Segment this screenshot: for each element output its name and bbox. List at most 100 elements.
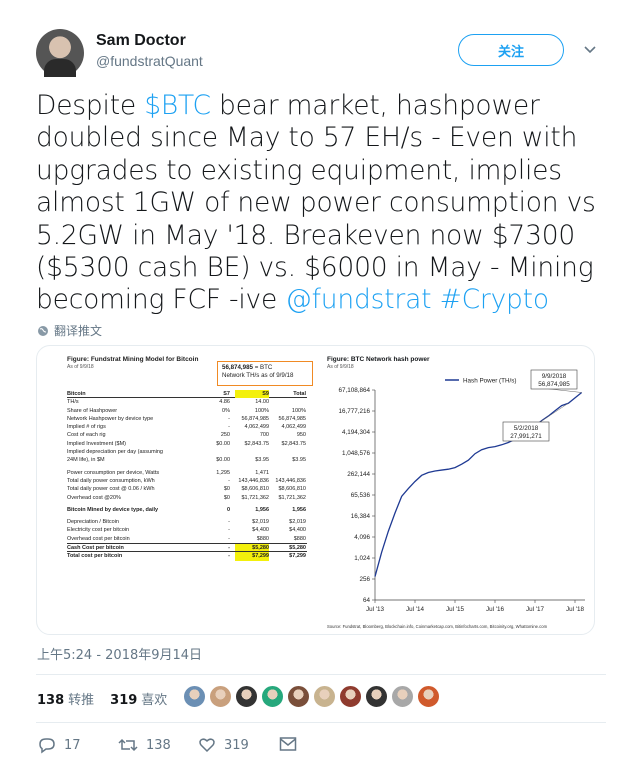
avatar-suit xyxy=(44,59,76,77)
table-cell: Depreciation / Bitcoin xyxy=(67,519,119,526)
table-row: Electricity cost per bitcoin - $4,400 $4,40… xyxy=(67,526,307,534)
table-cell: $0.00 xyxy=(216,457,230,464)
hash-power-source: Source: Fundstrat, Bloomberg, Blockchain… xyxy=(327,624,548,629)
table-header-row: Bitcoin S7 S9 Total xyxy=(67,390,307,399)
x-tick-label: Jul '14 xyxy=(406,606,425,613)
author-handle[interactable]: @fundstratQuant xyxy=(96,53,203,69)
x-tick-label: Jul '15 xyxy=(446,606,465,613)
table-cell: $8,606,810 xyxy=(241,486,269,493)
table-cell: 14.00 xyxy=(255,399,269,406)
retweet-stat[interactable]: 138 转推 xyxy=(37,689,94,708)
table-cell: - xyxy=(228,415,230,422)
divider xyxy=(36,722,606,723)
table-cell: $3.95 xyxy=(255,457,269,464)
liker-avatar[interactable] xyxy=(183,685,206,708)
liker-avatar[interactable] xyxy=(339,685,362,708)
table-cell: $3.95 xyxy=(292,457,306,464)
table-cell: $0.00 xyxy=(216,440,230,447)
y-tick-label: 67,108,864 xyxy=(338,387,370,394)
table-row: Network Hashpower by device type - 56,874,… xyxy=(67,415,307,423)
y-tick-label: 16,384 xyxy=(351,513,371,520)
x-tick-label: Jul '16 xyxy=(486,606,505,613)
annotation-date: 9/9/2018 xyxy=(542,373,567,380)
table-cell: $5,280 xyxy=(289,545,306,552)
table-cell: TH/s xyxy=(67,399,79,406)
table-row: Overhead cost per bitcoin - $880 $880 xyxy=(67,535,307,543)
tweet-media[interactable]: Figure: Fundstrat Mining Model for Bitco… xyxy=(36,345,595,635)
author-name[interactable]: Sam Doctor xyxy=(96,32,186,49)
table-row: Total daily power consumption, kWh - 143,4… xyxy=(67,477,307,485)
x-tick-label: Jul '17 xyxy=(526,606,545,613)
table-cell: 700 xyxy=(259,432,269,439)
mining-model-title: Figure: Fundstrat Mining Model for Bitco… xyxy=(67,356,199,363)
reply-action[interactable]: 17 xyxy=(38,736,81,754)
callout-line2: Network TH/s as of 9/9/18 xyxy=(222,372,294,379)
hashtag-link[interactable]: #Crypto xyxy=(439,284,550,316)
translate-label: 翻译推文 xyxy=(54,324,103,338)
table-cell: Overhead cost @20% xyxy=(67,494,121,501)
translate-tweet[interactable]: 翻译推文 xyxy=(37,322,102,339)
like-stat[interactable]: 319 喜欢 xyxy=(110,689,167,708)
x-tick-label: Jul '13 xyxy=(366,606,385,613)
retweet-action[interactable]: 138 xyxy=(118,736,171,754)
liker-avatar[interactable] xyxy=(209,685,232,708)
table-row: Implied # of rigs - 4,062,499 4,062,499 xyxy=(67,423,307,431)
liker-avatar[interactable] xyxy=(417,685,440,708)
y-tick-label: 1,048,576 xyxy=(342,450,371,457)
table-cell: 950 xyxy=(296,432,306,439)
table-cell: $1,721,362 xyxy=(241,494,269,501)
table-cell: 56,874,985 xyxy=(278,415,306,422)
author-block[interactable]: Sam Doctor @fundstratQuant xyxy=(96,32,203,69)
liker-avatar[interactable] xyxy=(391,685,414,708)
liker-avatar[interactable] xyxy=(235,685,258,708)
globe-icon xyxy=(38,325,48,336)
annotation-box xyxy=(502,421,550,442)
liker-avatar[interactable] xyxy=(261,685,284,708)
y-tick-label: 256 xyxy=(359,576,370,583)
table-cell: 100% xyxy=(254,407,269,414)
hash-power-chart: 67,108,864 16,777,216 4,194,304 1,048,576 26… xyxy=(338,369,585,613)
reply-count: 17 xyxy=(64,737,81,753)
tweet-timestamp[interactable]: 上午5:24 - 2018年9月14日 xyxy=(37,648,203,663)
callout-value: 56,874,985 xyxy=(222,364,253,371)
table-cell: Cash Cost per bitcoin xyxy=(67,545,124,552)
table-cell: 143,446,836 xyxy=(238,477,269,484)
table-row: Cost of each rig 250 700 950 xyxy=(67,431,307,439)
table-cell: 4,062,499 xyxy=(244,424,269,431)
avatar[interactable] xyxy=(36,29,84,77)
table-cell: 56,874,985 xyxy=(241,415,269,422)
chevron-down-icon[interactable] xyxy=(582,41,598,57)
table-row: Share of Hashpower 0% 100% 100% xyxy=(67,407,307,415)
table-row: Implied depreciation per day (assuming xyxy=(67,448,307,456)
y-tick-label: 262,144 xyxy=(347,471,370,478)
dm-action[interactable] xyxy=(279,736,297,752)
cashtag-link[interactable]: $BTC xyxy=(144,90,211,121)
like-action[interactable]: 319 xyxy=(198,736,249,754)
table-cell: $5,280 xyxy=(235,544,269,553)
table-row: Depreciation / Bitcoin - $2,019 $2,019 xyxy=(67,518,307,526)
hash-power-asof: As of 9/9/18 xyxy=(327,364,354,370)
table-cell: 4.86 xyxy=(219,399,230,406)
table-cell: $0 xyxy=(223,494,230,501)
x-tick-label: Jul '18 xyxy=(566,606,585,613)
table-cell: $7,299 xyxy=(235,552,269,561)
table-cell: 1,295 xyxy=(216,469,230,476)
table-cell: 4,062,499 xyxy=(281,424,306,431)
mention-link[interactable]: @fundstrat xyxy=(285,284,432,316)
liker-avatar[interactable] xyxy=(287,685,310,708)
tweet-text-part1: Despite xyxy=(36,90,145,121)
hashrate-callout: 56,874,985 = BTC Network TH/s as of 9/9/… xyxy=(217,361,313,386)
table-cell: Overhead cost per bitcoin xyxy=(67,535,130,542)
liker-avatar[interactable] xyxy=(365,685,388,708)
envelope-icon xyxy=(279,737,297,751)
follow-button[interactable]: 关注 xyxy=(458,34,564,66)
y-tick-label: 64 xyxy=(363,597,371,604)
liker-avatar[interactable] xyxy=(313,685,336,708)
table-row: 24M life), in $M $0.00 $3.95 $3.95 xyxy=(67,456,307,464)
table-cell: 1,956 xyxy=(255,506,269,513)
legend-label: Hash Power (TH/s) xyxy=(463,378,517,385)
divider xyxy=(36,674,606,675)
y-tick-label: 4,194,304 xyxy=(342,429,371,436)
table-row: Cash Cost per bitcoin - $5,280 $5,280 xyxy=(67,543,307,553)
table-row: Total cost per bitcoin - $7,299 $7,299 xyxy=(67,551,307,561)
